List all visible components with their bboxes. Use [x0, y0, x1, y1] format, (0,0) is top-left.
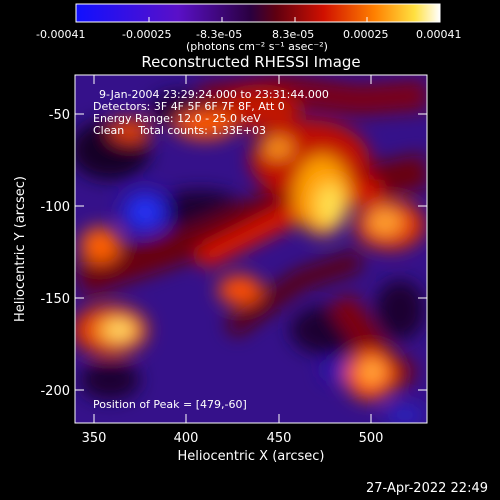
colorbar-tick-label: -8.3e-05: [196, 28, 242, 41]
info-line: Detectors: 3F 4F 5F 6F 7F 8F, Att 0: [93, 100, 285, 113]
colorbar-unit-label: (photons cm⁻² s⁻¹ asec⁻²): [186, 40, 328, 53]
colorbar-tick-label: -0.00041: [36, 28, 85, 41]
colorbar-tick-label: -0.00025: [122, 28, 171, 41]
y-axis-ticks: [75, 113, 427, 391]
colorbar-ticks: [75, 17, 441, 22]
info-line: Energy Range: 12.0 - 25.0 keV: [93, 112, 261, 125]
colorbar: [75, 3, 441, 23]
solar-image: [75, 75, 427, 423]
timestamp: 27-Apr-2022 22:49: [366, 481, 488, 496]
x-tick-label: 350: [82, 431, 107, 446]
x-axis-ticks: [93, 75, 372, 423]
plot-frame: [74, 74, 428, 424]
x-tick-label: 450: [267, 431, 292, 446]
plot-title: Reconstructed RHESSI Image: [141, 53, 360, 71]
info-line: Clean Total counts: 1.33E+03: [93, 124, 266, 137]
peak-position-label: Position of Peak = [479,-60]: [93, 398, 247, 411]
y-tick-label: -100: [40, 200, 70, 215]
info-line: 9-Jan-2004 23:29:24.000 to 23:31:44.000: [99, 88, 329, 101]
y-tick-label: -150: [40, 292, 70, 307]
x-axis-label: Heliocentric X (arcsec): [178, 449, 325, 464]
colorbar-tick-label: 0.00025: [343, 28, 389, 41]
colorbar-tick-label: 0.00041: [416, 28, 462, 41]
colorbar-tick-label: 8.3e-05: [272, 28, 314, 41]
y-axis-label: Heliocentric Y (arcsec): [13, 176, 28, 322]
y-tick-label: -50: [49, 108, 70, 123]
y-tick-label: -200: [40, 384, 70, 399]
x-tick-label: 500: [359, 431, 384, 446]
x-tick-label: 400: [174, 431, 199, 446]
